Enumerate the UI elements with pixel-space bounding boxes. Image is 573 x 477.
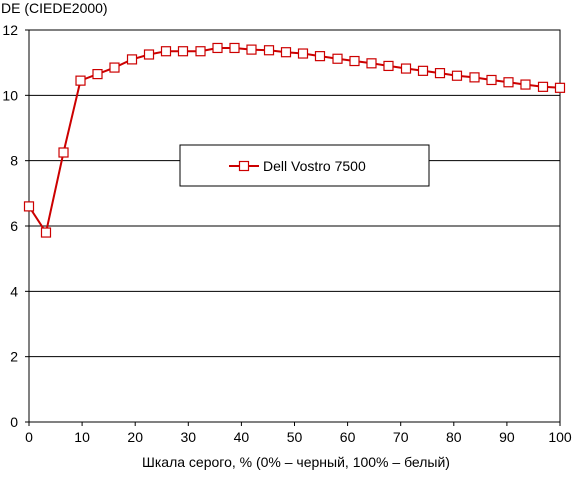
data-point [366,58,377,69]
tick-label-x: 30 [181,429,197,445]
data-point [280,47,292,58]
data-point [92,68,103,80]
tick-label-x: 40 [234,429,250,445]
data-point [40,227,52,238]
data-point [75,75,86,86]
data-point [297,48,309,59]
x-axis-title: Шкала серого, % (0% – черный, 100% – бел… [142,454,450,470]
tick-label-x: 90 [499,429,515,445]
data-point [349,55,360,67]
tick-label-y: 0 [10,414,18,430]
data-point [417,65,429,76]
data-point [520,79,531,90]
data-point [23,201,35,212]
legend-label: Dell Vostro 7500 [263,158,366,174]
data-point [314,51,326,62]
data-point [126,54,138,65]
y-axis-title: DE (CIEDE2000) [1,0,108,16]
tick-label-y: 8 [10,153,18,169]
data-point [177,46,189,57]
tick-label-x: 50 [287,429,303,445]
data-point [383,60,394,72]
axis-ticks: 0 2 4 6 8 10 12 0 10 20 30 40 50 60 70 80 90 100 [2,22,571,445]
data-point [486,74,497,86]
data-point [212,42,223,54]
legend: Dell Vostro 7500 [179,144,430,187]
data-point [537,81,549,92]
data-point [58,147,69,158]
data-point [434,68,446,79]
tick-label-x: 20 [127,429,143,445]
data-point [195,46,206,57]
tick-label-y: 4 [10,283,18,299]
tick-label-x: 70 [393,429,409,445]
tick-label-x: 60 [340,429,356,445]
data-point [503,77,514,88]
data-point [143,49,155,60]
grid-lines [29,94,560,358]
data-point [332,53,343,64]
data-point [263,45,275,56]
tick-label-y: 2 [10,349,18,365]
series-layer [23,42,566,238]
tick-label-y: 12 [2,22,18,38]
tick-label-y: 6 [10,218,18,234]
tick-label-x: 80 [446,429,462,445]
tick-label-x: 10 [74,429,90,445]
data-point [160,46,172,57]
data-point [554,82,566,93]
tick-label-x: 0 [25,429,33,445]
data-point [400,63,412,74]
data-point [109,62,120,73]
tick-label-y: 10 [2,87,18,103]
tick-label-x: 100 [548,429,572,445]
data-point [229,42,240,54]
legend-marker-swatch [238,160,250,172]
data-point [469,72,480,83]
data-point [246,44,257,55]
legend-box [179,144,430,187]
data-point [451,70,463,81]
